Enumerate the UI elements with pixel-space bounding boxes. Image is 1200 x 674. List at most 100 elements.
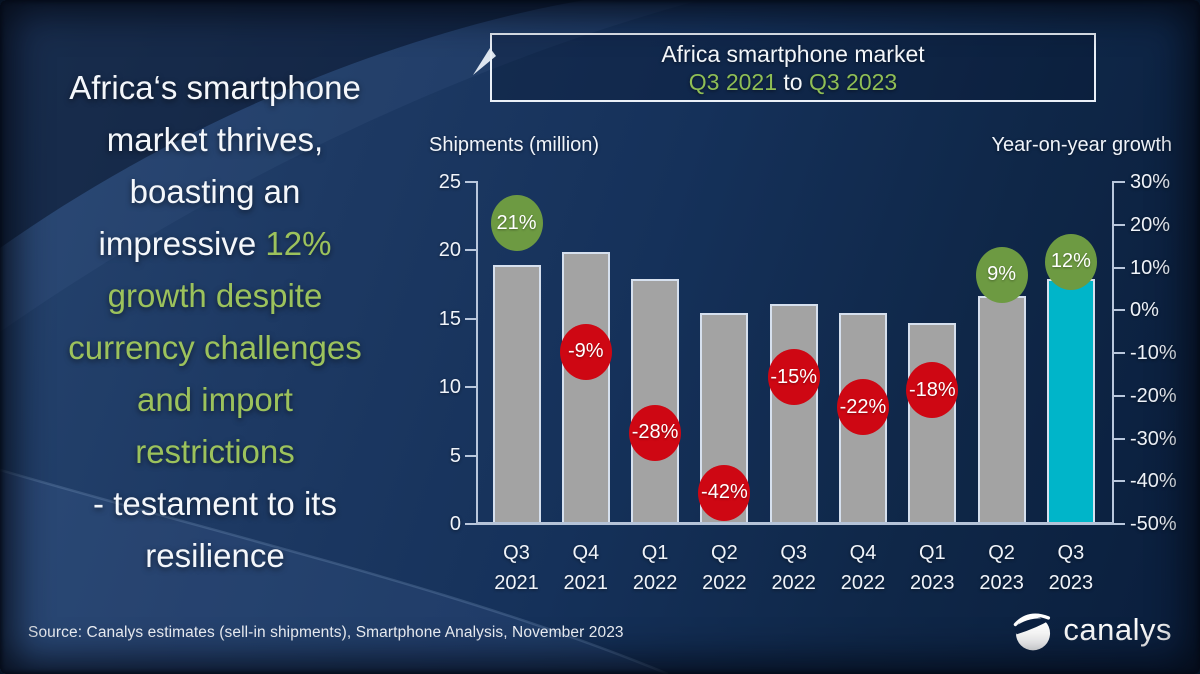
right-tick-label: -10% bbox=[1130, 342, 1177, 364]
headline-line: resilience bbox=[10, 530, 420, 582]
right-tick-mark bbox=[1114, 181, 1125, 183]
bar bbox=[561, 251, 610, 524]
left-tick-label: 15 bbox=[438, 307, 461, 330]
headline-line: Africa‘s smartphone bbox=[10, 62, 420, 114]
x-axis-label-quarter: Q2 bbox=[711, 542, 738, 564]
canalys-logo: canalys bbox=[1011, 608, 1172, 652]
chart-title: Africa smartphone market bbox=[661, 40, 925, 67]
decorative-swoosh-icon bbox=[473, 48, 496, 75]
growth-badge: -42% bbox=[698, 464, 751, 521]
headline-line: currency challenges bbox=[10, 322, 420, 374]
x-axis-label-quarter: Q2 bbox=[988, 542, 1015, 564]
canalys-logo-text: canalys bbox=[1063, 612, 1172, 647]
right-tick-label: 20% bbox=[1130, 213, 1171, 236]
canalys-logo-icon bbox=[1014, 613, 1053, 651]
growth-badge: -18% bbox=[906, 362, 959, 419]
left-tick-mark bbox=[465, 181, 476, 183]
headline-line: impressive 12% bbox=[10, 218, 420, 270]
left-tick-mark bbox=[465, 386, 476, 389]
growth-badge: -22% bbox=[837, 379, 889, 436]
range-start: Q3 2021 bbox=[688, 68, 778, 95]
headline-segment: Africa‘s smartphone bbox=[69, 69, 361, 106]
right-tick-mark bbox=[1114, 352, 1125, 354]
x-axis-label-quarter: Q4 bbox=[849, 542, 877, 564]
x-axis-label-year: 2023 bbox=[910, 572, 955, 594]
right-tick-label: 30% bbox=[1130, 171, 1171, 193]
headline-segment: impressive bbox=[98, 225, 266, 262]
right-tick-mark bbox=[1114, 437, 1125, 440]
x-axis-label-quarter: Q3 bbox=[503, 542, 530, 564]
right-tick-mark bbox=[1114, 523, 1125, 525]
right-tick-mark bbox=[1114, 223, 1125, 226]
left-tick-mark bbox=[465, 523, 476, 525]
source-note: Source: Canalys estimates (sell-in shipm… bbox=[28, 624, 624, 641]
right-tick-label: -40% bbox=[1130, 470, 1177, 493]
right-tick-mark bbox=[1114, 266, 1125, 269]
x-axis-label-quarter: Q1 bbox=[641, 542, 669, 564]
left-tick-mark bbox=[465, 454, 476, 457]
x-axis-label-year: 2023 bbox=[1048, 572, 1094, 594]
right-tick-label: 0% bbox=[1130, 299, 1159, 322]
right-axis-title: Year-on-year growth bbox=[991, 134, 1172, 156]
x-axis-label-year: 2021 bbox=[494, 572, 539, 594]
headline-segment: 12% bbox=[265, 225, 332, 262]
headline-segment: market thrives, bbox=[106, 121, 324, 158]
x-axis-line bbox=[476, 522, 1114, 525]
right-tick-label: -50% bbox=[1130, 513, 1177, 535]
x-axis-label-year: 2023 bbox=[979, 572, 1024, 594]
x-axis-label-year: 2022 bbox=[771, 572, 816, 594]
headline-line: and import bbox=[10, 374, 420, 426]
x-axis-label-quarter: Q1 bbox=[918, 542, 946, 564]
growth-badge: -15% bbox=[767, 349, 820, 406]
growth-badge: 9% bbox=[975, 246, 1028, 303]
bar bbox=[631, 279, 680, 524]
headline-segment: resilience bbox=[145, 537, 285, 574]
x-axis-label-year: 2021 bbox=[563, 572, 609, 594]
bar bbox=[977, 295, 1026, 524]
headline-segment: boasting an bbox=[129, 173, 301, 210]
x-axis-label-year: 2022 bbox=[840, 572, 886, 594]
x-axis-label-year: 2022 bbox=[632, 572, 678, 594]
bar bbox=[1046, 279, 1095, 524]
range-end: Q3 2023 bbox=[808, 68, 898, 95]
headline-line: - testament to its bbox=[10, 478, 420, 530]
headline: Africa‘s smartphone market thrives, boasti… bbox=[10, 62, 420, 582]
chart-subtitle: Q3 2021 to Q3 2023 bbox=[689, 68, 897, 96]
growth-badge: 12% bbox=[1044, 233, 1097, 290]
x-axis-label-quarter: Q3 bbox=[1057, 542, 1085, 564]
right-tick-label: -30% bbox=[1130, 427, 1177, 450]
headline-line: growth despite bbox=[10, 270, 420, 322]
right-tick-mark bbox=[1114, 309, 1125, 312]
left-tick-label: 25 bbox=[438, 171, 461, 193]
left-tick-label: 10 bbox=[438, 376, 461, 399]
x-axis-label-year: 2022 bbox=[702, 572, 747, 594]
left-tick-mark bbox=[465, 317, 476, 320]
left-axis-line bbox=[476, 181, 478, 525]
range-connector: to bbox=[777, 68, 809, 95]
headline-line: restrictions bbox=[10, 426, 420, 478]
left-axis-title: Shipments (million) bbox=[429, 134, 600, 156]
headline-segment: growth despite bbox=[107, 277, 323, 314]
headline-segment: currency challenges bbox=[68, 329, 362, 366]
right-tick-mark bbox=[1114, 394, 1125, 397]
right-axis-line bbox=[1112, 181, 1114, 525]
right-tick-mark bbox=[1114, 480, 1125, 483]
left-tick-label: 0 bbox=[449, 513, 461, 535]
chart-title-box: Africa smartphone market Q3 2021 to Q3 2… bbox=[490, 33, 1096, 102]
right-tick-label: 10% bbox=[1130, 256, 1171, 279]
headline-segment: - testament to its bbox=[93, 485, 337, 522]
growth-badge: -9% bbox=[559, 323, 612, 380]
x-axis-label-quarter: Q4 bbox=[572, 542, 600, 564]
bar bbox=[908, 322, 957, 524]
left-tick-mark bbox=[465, 249, 476, 252]
growth-badge: -28% bbox=[629, 404, 682, 461]
left-tick-label: 20 bbox=[438, 239, 461, 262]
headline-segment: restrictions bbox=[135, 433, 295, 470]
x-axis-label-quarter: Q3 bbox=[780, 542, 808, 564]
headline-line: market thrives, bbox=[10, 114, 420, 166]
growth-badge: 21% bbox=[490, 195, 543, 252]
bar bbox=[769, 303, 818, 524]
